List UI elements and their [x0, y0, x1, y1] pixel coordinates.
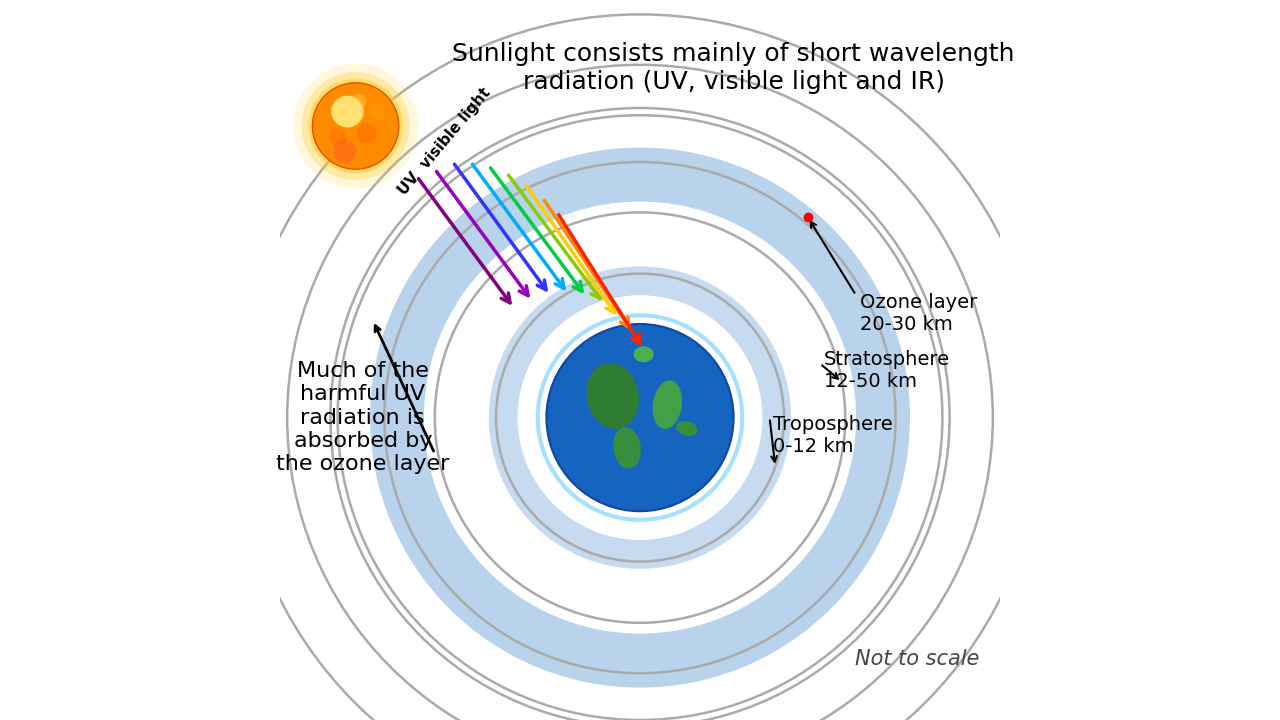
Circle shape: [293, 63, 419, 189]
Wedge shape: [370, 148, 910, 688]
Circle shape: [333, 140, 356, 163]
Wedge shape: [489, 266, 791, 569]
Circle shape: [312, 83, 399, 169]
Text: Not to scale: Not to scale: [855, 649, 979, 669]
Text: UV  visible light: UV visible light: [396, 85, 493, 198]
Text: Stratosphere
12-50 km: Stratosphere 12-50 km: [823, 351, 950, 391]
Text: Ozone layer
20-30 km: Ozone layer 20-30 km: [860, 293, 977, 333]
Circle shape: [302, 72, 410, 180]
Circle shape: [356, 123, 376, 143]
Circle shape: [333, 96, 365, 127]
Text: Troposphere
0-12 km: Troposphere 0-12 km: [773, 415, 893, 456]
Circle shape: [369, 103, 385, 120]
Ellipse shape: [634, 346, 654, 362]
Circle shape: [308, 78, 403, 174]
Circle shape: [547, 324, 733, 511]
Circle shape: [352, 94, 366, 108]
Text: Sunlight consists mainly of short wavelength
radiation (UV, visible light and IR: Sunlight consists mainly of short wavele…: [452, 42, 1015, 94]
Ellipse shape: [676, 421, 698, 436]
Ellipse shape: [653, 380, 682, 429]
Text: Much of the
harmful UV
radiation is
absorbed by
the ozone layer: Much of the harmful UV radiation is abso…: [276, 361, 449, 474]
Ellipse shape: [586, 363, 639, 429]
Ellipse shape: [613, 427, 641, 469]
Circle shape: [329, 128, 346, 145]
Circle shape: [332, 96, 362, 127]
